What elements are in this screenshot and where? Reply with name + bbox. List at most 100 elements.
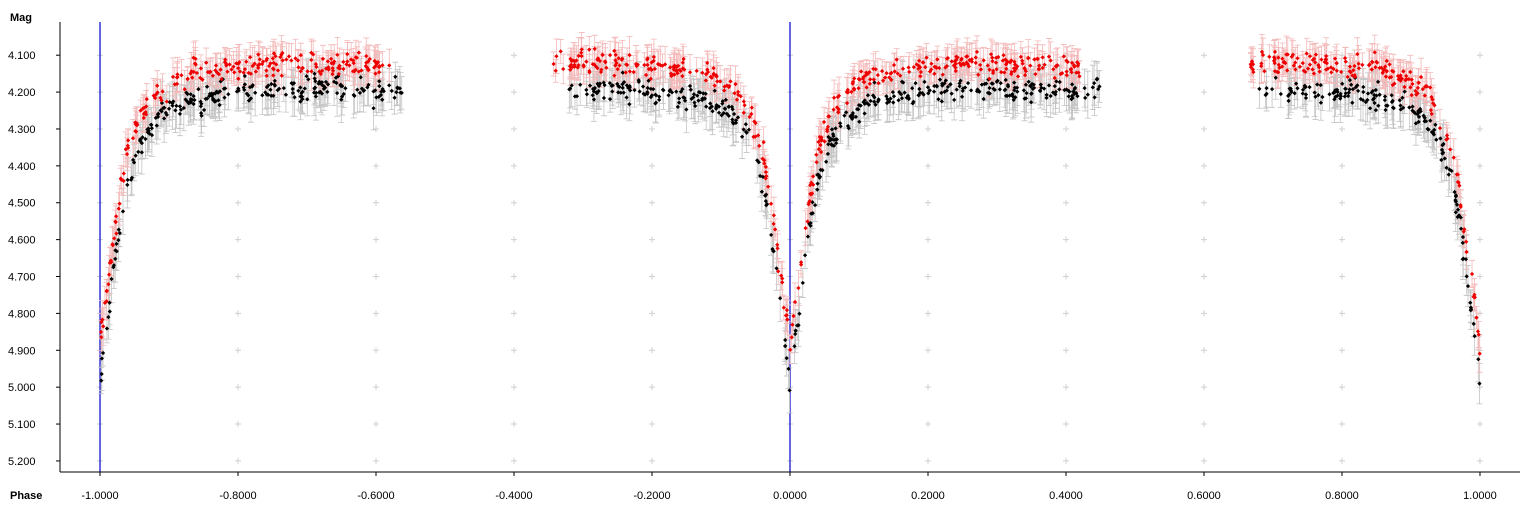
x-tick-label: -0.6000 <box>357 490 394 502</box>
data-point <box>788 347 793 352</box>
data-point <box>305 69 310 74</box>
data-point <box>657 97 662 103</box>
data-point <box>1057 79 1062 85</box>
data-point <box>213 68 218 73</box>
data-point <box>114 241 119 247</box>
data-point <box>786 366 791 372</box>
data-point <box>627 102 632 107</box>
data-point <box>114 249 119 254</box>
data-point <box>769 232 774 238</box>
data-point <box>123 147 128 152</box>
x-tick-label: 0.8000 <box>1325 490 1359 502</box>
data-point <box>236 76 241 81</box>
data-point <box>133 153 138 158</box>
y-tick-label: 5.000 <box>8 382 36 394</box>
data-point <box>816 146 822 152</box>
data-point <box>554 54 559 59</box>
data-point <box>300 65 305 71</box>
data-point <box>112 236 117 241</box>
data-point <box>1461 256 1466 261</box>
data-point <box>140 106 146 111</box>
grid-cross <box>511 457 518 464</box>
grid-cross <box>1200 273 1207 280</box>
grid-cross <box>924 310 931 317</box>
data-point <box>1453 210 1458 215</box>
data-point <box>1295 56 1300 61</box>
grid-cross <box>1476 162 1483 169</box>
grid-cross <box>373 384 380 391</box>
data-point <box>781 305 786 310</box>
data-point <box>757 143 762 149</box>
data-point <box>1476 332 1481 337</box>
grid-cross <box>511 384 518 391</box>
grid-cross <box>1062 310 1069 317</box>
y-ticks: 4.100 4.200 4.300 4.400 4.500 4.600 4.700 4.800… <box>8 50 60 468</box>
data-point <box>829 143 835 148</box>
data-point <box>138 108 143 113</box>
data-point <box>158 95 163 101</box>
data-point <box>792 299 798 305</box>
data-point <box>177 111 183 117</box>
data-point <box>783 343 788 349</box>
data-point <box>891 100 896 105</box>
data-point <box>188 92 193 97</box>
grid-cross <box>511 347 518 354</box>
data-point <box>1472 295 1477 300</box>
data-point <box>188 100 193 105</box>
data-point <box>818 149 824 155</box>
data-point <box>136 149 141 154</box>
data-point <box>1461 229 1466 234</box>
grid-cross <box>924 236 931 243</box>
x-ticks: -1.0000 -0.8000 -0.6000 -0.4000 -0.2000 0.000… <box>81 472 1497 502</box>
grid-cross <box>511 52 518 59</box>
data-point <box>222 95 227 100</box>
grid-cross <box>1338 421 1345 428</box>
data-point <box>1458 202 1463 208</box>
data-point <box>1044 92 1049 97</box>
data-point <box>116 237 121 243</box>
phase-markers <box>99 22 791 472</box>
data-point <box>818 137 823 143</box>
data-point <box>584 87 589 93</box>
data-point <box>252 61 257 66</box>
data-point <box>785 317 790 322</box>
y-axis-title: Mag <box>10 12 32 24</box>
data-point <box>192 61 198 66</box>
data-point <box>1361 89 1366 95</box>
data-point <box>119 177 124 182</box>
grid-cross <box>1476 273 1483 280</box>
data-point <box>743 129 749 135</box>
data-point <box>121 171 126 176</box>
x-tick-label: 0.0000 <box>773 490 807 502</box>
data-point <box>296 88 301 93</box>
data-point <box>120 209 126 214</box>
data-point <box>1472 334 1477 339</box>
data-point <box>742 103 747 108</box>
data-point <box>341 59 346 65</box>
data-point <box>687 70 693 75</box>
y-tick-label: 4.400 <box>8 161 36 173</box>
data-point <box>1454 202 1460 207</box>
data-point <box>798 260 804 265</box>
grid-cross <box>373 347 380 354</box>
data-point <box>130 136 136 141</box>
x-tick-label: -1.0000 <box>81 490 118 502</box>
data-point <box>217 89 222 94</box>
data-point <box>173 108 178 113</box>
data-point <box>743 122 748 127</box>
data-point <box>831 107 836 112</box>
grid-cross <box>924 125 931 132</box>
data-point <box>1257 86 1262 92</box>
data-point <box>1342 55 1348 61</box>
data-point <box>126 138 131 143</box>
grid-cross <box>373 125 380 132</box>
data-point <box>284 57 289 62</box>
grid-cross <box>511 199 518 206</box>
grid-cross <box>373 310 380 317</box>
data-point <box>246 93 251 98</box>
data-point <box>198 66 204 71</box>
data-point <box>759 189 765 194</box>
grid-cross <box>511 273 518 280</box>
data-point <box>1083 95 1088 100</box>
